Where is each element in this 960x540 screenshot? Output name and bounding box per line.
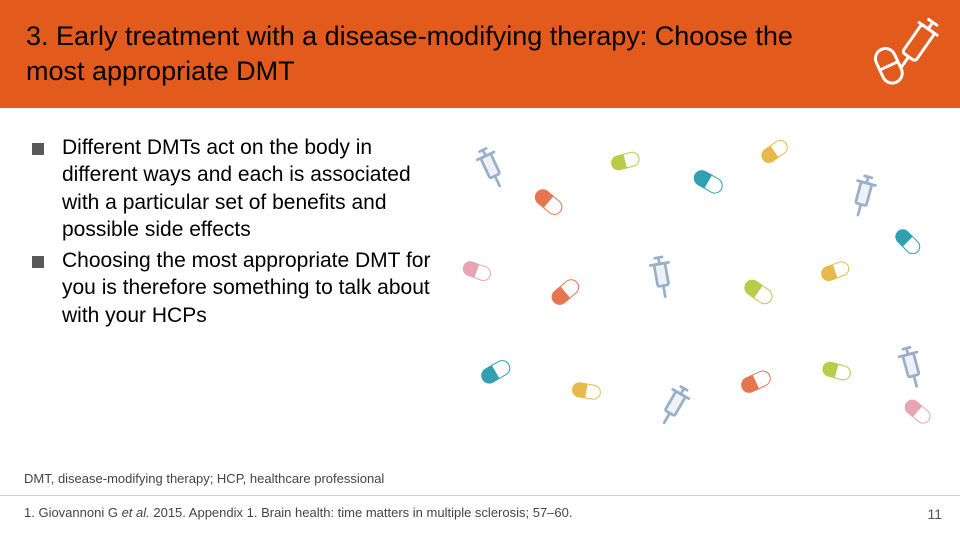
pill-icon bbox=[529, 187, 565, 222]
pill-icon bbox=[899, 397, 933, 430]
slide-title: 3. Early treatment with a disease-modify… bbox=[26, 19, 826, 88]
decorative-icons-area bbox=[442, 134, 950, 434]
syringe-icon bbox=[638, 250, 692, 308]
ref-suffix: 2015. Appendix 1. Brain health: time mat… bbox=[150, 505, 573, 520]
pill-icon bbox=[689, 168, 725, 200]
header-pill-syringe-icon bbox=[864, 12, 944, 92]
syringe-icon bbox=[463, 137, 526, 203]
pill-icon bbox=[610, 151, 642, 177]
syringe-icon bbox=[642, 376, 707, 443]
ref-italic: et al. bbox=[122, 505, 150, 520]
pill-icon bbox=[820, 260, 853, 287]
page-number: 11 bbox=[927, 506, 942, 522]
footer-divider bbox=[0, 495, 960, 496]
pill-icon bbox=[889, 227, 922, 260]
syringe-icon bbox=[886, 339, 944, 400]
content-area: Different DMTs act on the body in differ… bbox=[0, 108, 960, 434]
pill-icon bbox=[759, 138, 793, 170]
bullet-item: Choosing the most appropriate DMT for yo… bbox=[32, 247, 442, 329]
syringe-icon bbox=[836, 169, 894, 230]
pill-icon bbox=[739, 369, 775, 400]
pill-icon bbox=[820, 361, 852, 387]
bullet-list: Different DMTs act on the body in differ… bbox=[32, 134, 442, 434]
bullet-item: Different DMTs act on the body in differ… bbox=[32, 134, 442, 243]
pill-icon bbox=[479, 358, 515, 390]
footer-abbreviations: DMT, disease-modifying therapy; HCP, hea… bbox=[24, 471, 384, 486]
pill-icon bbox=[549, 277, 585, 312]
slide-header: 3. Early treatment with a disease-modify… bbox=[0, 0, 960, 108]
ref-prefix: 1. Giovannoni G bbox=[24, 505, 122, 520]
pill-icon bbox=[460, 260, 493, 287]
pill-icon bbox=[739, 277, 775, 311]
pill-icon bbox=[571, 382, 602, 406]
footer-reference: 1. Giovannoni G et al. 2015. Appendix 1.… bbox=[24, 505, 572, 520]
